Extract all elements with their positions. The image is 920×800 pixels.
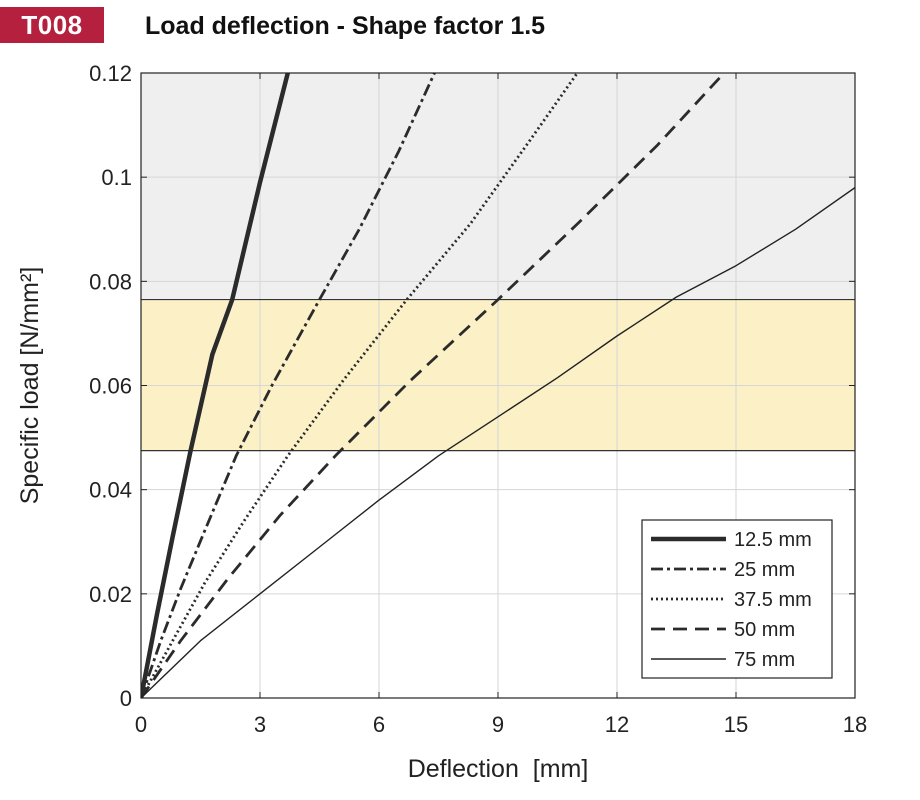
y-tick-label: 0 <box>120 686 132 711</box>
chart-title: Load deflection - Shape factor 1.5 <box>145 12 546 40</box>
x-axis-label: Deflection [mm] <box>408 755 589 783</box>
legend-label: 12.5 mm <box>734 529 812 551</box>
legend-label: 75 mm <box>734 649 795 671</box>
legend-label: 37.5 mm <box>734 589 812 611</box>
x-tick-label: 9 <box>492 712 504 737</box>
series-line-75-mm <box>141 187 855 698</box>
series-line-37-5-mm <box>141 73 579 698</box>
legend: 12.5 mm 25 mm 37.5 mm 50 mm 75 mm <box>641 519 833 679</box>
legend-label: 25 mm <box>734 559 795 581</box>
y-tick-label: 0.02 <box>89 582 132 607</box>
x-tick-label: 12 <box>605 712 629 737</box>
series-line-12-5-mm <box>141 73 290 698</box>
x-tick-label: 3 <box>254 712 266 737</box>
y-tick-label: 0.04 <box>89 478 132 503</box>
x-tick-label: 6 <box>373 712 385 737</box>
y-tick-label: 0.08 <box>89 269 132 294</box>
y-tick-label: 0.12 <box>89 61 132 86</box>
chart-id-badge: T008 <box>0 7 104 43</box>
x-tick-label: 18 <box>843 712 867 737</box>
x-tick-label: 0 <box>135 712 147 737</box>
series-line-25-mm <box>141 73 436 698</box>
x-tick-label: 15 <box>724 712 748 737</box>
y-tick-label: 0.06 <box>89 374 132 399</box>
legend-box <box>641 519 833 679</box>
series-group <box>141 73 855 698</box>
legend-label: 50 mm <box>734 619 795 641</box>
y-axis-label: Specific load [N/mm²] <box>16 267 44 505</box>
y-tick-label: 0.1 <box>101 165 132 190</box>
series-line-50-mm <box>141 73 726 698</box>
